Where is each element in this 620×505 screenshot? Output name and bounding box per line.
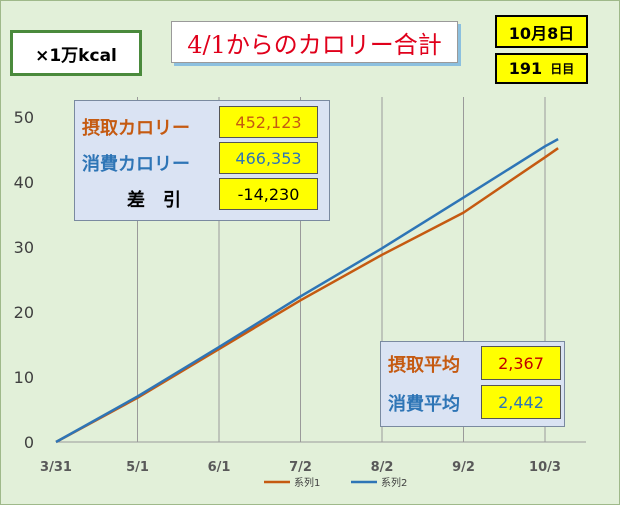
intake-value: 452,123 [219, 106, 318, 138]
burn-label: 消費カロリー [82, 154, 190, 175]
avg-intake-value: 2,367 [481, 346, 561, 380]
y-tick-label: 20 [14, 303, 34, 322]
chart-title: 4/1からのカロリー合計 [171, 21, 458, 63]
avg-burn-value: 2,442 [481, 385, 561, 419]
days-suffix: 日目 [550, 62, 575, 76]
diff-label: 差 引 [127, 190, 181, 211]
x-tick-label: 6/1 [208, 460, 231, 475]
series-line-2 [55, 138, 559, 444]
x-tick-label: 8/2 [371, 460, 394, 475]
days-count: 191 [508, 59, 543, 78]
x-tick-label: 9/2 [452, 460, 475, 475]
avg-intake-label: 摂取平均 [388, 355, 460, 376]
x-tick-label: 5/1 [126, 460, 149, 475]
intake-label: 摂取カロリー [82, 118, 190, 139]
burn-value: 466,353 [219, 142, 318, 174]
y-tick-label: 40 [14, 173, 34, 192]
summary-panel: 摂取カロリー 452,123 消費カロリー 466,353 差 引 -14,23… [74, 100, 330, 221]
averages-panel: 摂取平均 2,367 消費平均 2,442 [380, 341, 565, 427]
date-badge: 10月8日 [495, 15, 588, 48]
x-tick-label: 3/31 [40, 460, 72, 475]
y-tick-label: 10 [14, 368, 34, 387]
x-tick-label: 7/2 [289, 460, 312, 475]
y-tick-label: 30 [14, 238, 34, 257]
unit-label: ×1万kcal [10, 30, 142, 76]
legend-label-1: 系列1 [294, 476, 320, 489]
y-tick-label: 50 [14, 108, 34, 127]
x-tick-label: 10/3 [529, 460, 561, 475]
diff-value: -14,230 [219, 178, 318, 210]
avg-burn-label: 消費平均 [388, 394, 460, 415]
days-badge: 191 日目 [495, 53, 588, 84]
legend-label-2: 系列2 [381, 476, 407, 489]
y-tick-label: 0 [24, 433, 34, 452]
